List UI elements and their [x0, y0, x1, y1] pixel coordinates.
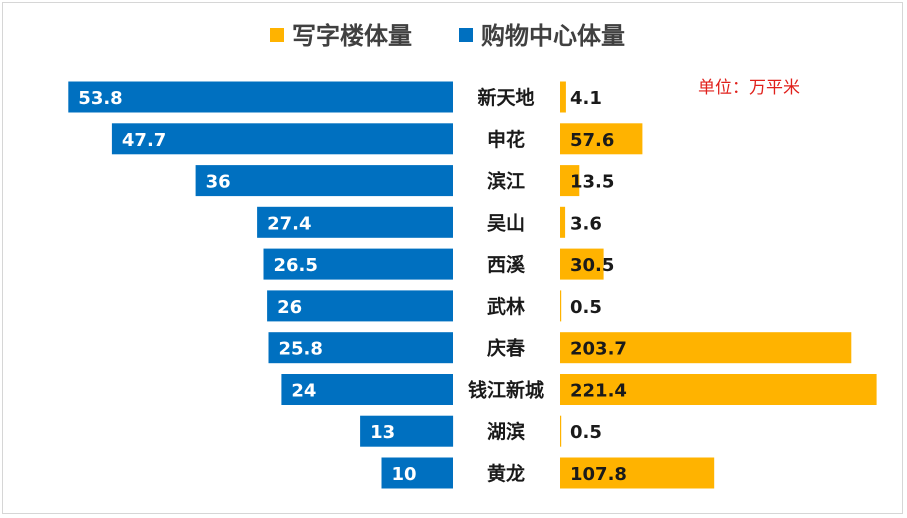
- mall-value-label: 24: [291, 381, 316, 402]
- category-label: 钱江新城: [468, 379, 544, 402]
- legend: 写字楼体量 购物中心体量: [270, 22, 625, 50]
- office-value-label: 107.8: [570, 464, 627, 485]
- mall-bar: [360, 415, 454, 447]
- office-bar: [560, 374, 877, 405]
- mall-bar: [381, 457, 453, 489]
- office-value-label: 57.6: [570, 130, 614, 151]
- category-label: 湖滨: [487, 420, 525, 443]
- legend-swatch-office: [270, 28, 284, 42]
- office-bar: [560, 415, 562, 447]
- mall-bar: [257, 206, 453, 238]
- value-label-group: 53.8 4.1 47.7 57.6 36 13.5 27.4 3.6 26.5 30.5 26 0.…: [78, 88, 627, 485]
- office-bar-group: [560, 81, 877, 489]
- office-bar: [560, 457, 715, 489]
- unit-note: 单位：万平米: [698, 78, 800, 98]
- office-value-label: 203.7: [570, 339, 627, 360]
- office-bar: [560, 290, 562, 322]
- mall-bar: [195, 165, 453, 197]
- legend-label-office: 写字楼体量: [292, 22, 412, 50]
- mall-value-label: 13: [370, 422, 395, 443]
- mall-bar-group: [68, 81, 454, 489]
- office-bar: [560, 123, 643, 155]
- office-bar: [560, 81, 566, 113]
- mall-bar: [263, 248, 453, 280]
- office-value-label: 221.4: [570, 381, 627, 402]
- legend-label-mall: 购物中心体量: [481, 22, 625, 50]
- legend-swatch-mall: [459, 28, 473, 42]
- office-value-label: 0.5: [570, 297, 602, 318]
- mall-value-label: 10: [392, 464, 417, 485]
- mall-value-label: 36: [206, 172, 231, 193]
- mall-value-label: 53.8: [78, 88, 122, 109]
- category-label: 黄龙: [487, 462, 525, 485]
- office-value-label: 30.5: [570, 255, 614, 276]
- category-label: 庆春: [487, 337, 525, 360]
- mall-bar: [68, 81, 454, 113]
- office-bar: [560, 206, 566, 238]
- office-value-label: 0.5: [570, 422, 602, 443]
- office-value-label: 13.5: [570, 172, 614, 193]
- office-bar: [560, 165, 580, 197]
- category-label: 西溪: [487, 254, 526, 276]
- office-bar: [560, 248, 604, 280]
- office-value-label: 3.6: [570, 213, 602, 234]
- mall-value-label: 25.8: [279, 339, 323, 360]
- category-label: 滨江: [487, 170, 525, 193]
- category-label: 申花: [487, 128, 525, 151]
- mall-value-label: 26: [277, 297, 302, 318]
- category-label: 武林: [487, 295, 525, 318]
- mall-bar: [281, 374, 453, 405]
- mall-bar: [268, 332, 453, 364]
- mall-value-label: 47.7: [122, 130, 166, 151]
- category-label: 新天地: [477, 86, 534, 109]
- category-label: 吴山: [487, 212, 525, 234]
- mall-bar: [111, 123, 454, 155]
- mall-bar: [267, 290, 453, 322]
- mall-value-label: 26.5: [274, 255, 318, 276]
- mall-value-label: 27.4: [267, 213, 311, 234]
- office-value-label: 4.1: [570, 88, 602, 109]
- office-bar: [560, 332, 852, 364]
